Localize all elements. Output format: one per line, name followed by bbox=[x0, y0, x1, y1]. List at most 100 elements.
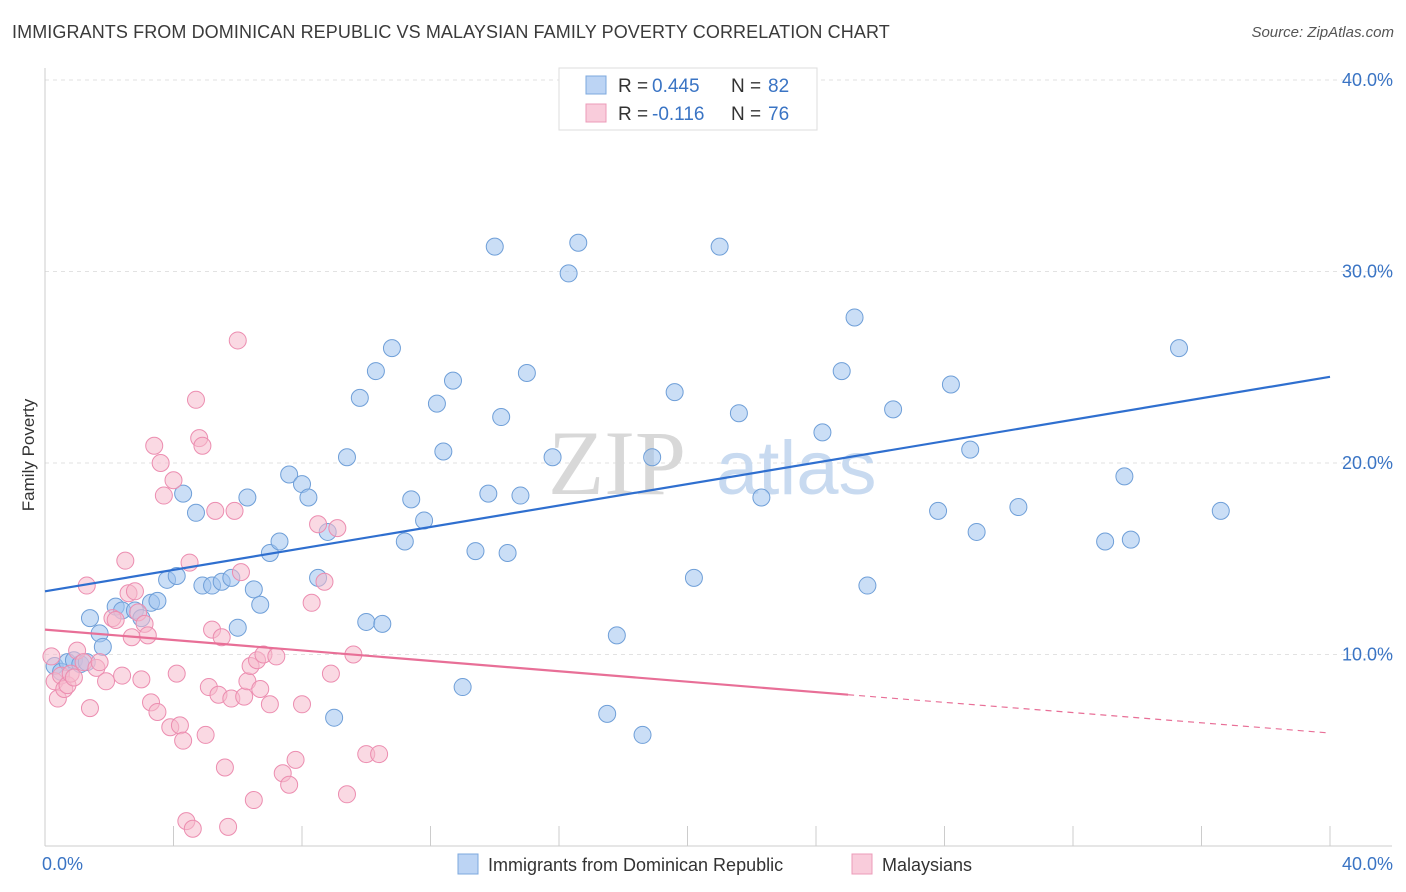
point-series1-62 bbox=[665, 383, 684, 402]
point-series1-6 bbox=[80, 609, 99, 628]
point-series1-56 bbox=[559, 264, 578, 283]
point-series1-37 bbox=[357, 612, 376, 631]
point-series1-44 bbox=[427, 394, 446, 413]
point-series1-41 bbox=[395, 532, 414, 551]
point-series2-42 bbox=[196, 725, 215, 744]
point-series1-38 bbox=[366, 362, 385, 381]
point-series2-53 bbox=[231, 563, 250, 582]
point-series1-79 bbox=[1121, 530, 1140, 549]
trend-line-extension-series2 bbox=[848, 694, 1331, 734]
point-series2-47 bbox=[212, 628, 231, 647]
x-tick-label-max: 40.0% bbox=[1342, 854, 1393, 874]
point-series1-65 bbox=[729, 404, 748, 423]
legend-swatch-blue bbox=[585, 75, 607, 95]
x-tick-labels: 0.0% 40.0% bbox=[42, 854, 1393, 874]
point-series1-61 bbox=[643, 448, 662, 467]
point-series1-49 bbox=[479, 484, 498, 503]
point-series1-8 bbox=[93, 637, 112, 656]
point-series1-42 bbox=[402, 490, 421, 509]
legend-r-value-1: 0.445 bbox=[652, 76, 700, 97]
point-series1-17 bbox=[174, 484, 193, 503]
point-series1-52 bbox=[498, 544, 517, 563]
point-series1-45 bbox=[434, 442, 453, 461]
point-series2-62 bbox=[267, 647, 286, 666]
point-series1-60 bbox=[633, 725, 652, 744]
point-series1-23 bbox=[228, 618, 247, 637]
point-series2-59 bbox=[251, 679, 270, 698]
watermark: ZIP atlas bbox=[548, 412, 877, 514]
point-series1-66 bbox=[752, 488, 771, 507]
point-series2-41 bbox=[193, 436, 212, 455]
point-series1-54 bbox=[517, 363, 536, 382]
point-series2-35 bbox=[174, 731, 193, 750]
y-tick-label-20: 20.0% bbox=[1342, 453, 1393, 473]
point-series1-67 bbox=[813, 423, 832, 442]
bottom-legend-label-2: Malaysians bbox=[882, 855, 972, 875]
point-series1-59 bbox=[607, 626, 626, 645]
point-series1-55 bbox=[543, 448, 562, 467]
point-series2-49 bbox=[219, 817, 238, 836]
point-series1-47 bbox=[453, 678, 472, 697]
source-label: Source: ZipAtlas.com bbox=[1251, 24, 1394, 41]
point-series1-68 bbox=[832, 362, 851, 381]
point-series1-53 bbox=[511, 486, 530, 505]
point-series2-34 bbox=[170, 716, 189, 735]
point-series2-57 bbox=[244, 791, 263, 810]
point-series1-73 bbox=[941, 375, 960, 394]
point-series2-38 bbox=[183, 819, 202, 838]
y-axis-label: Family Poverty bbox=[19, 398, 38, 511]
point-series1-24 bbox=[238, 488, 257, 507]
point-series2-14 bbox=[97, 672, 116, 691]
legend-r-label-1: R = bbox=[618, 76, 648, 97]
point-series1-28 bbox=[270, 532, 289, 551]
point-series1-48 bbox=[466, 542, 485, 561]
legend-n-label-2: N = bbox=[731, 104, 761, 125]
trend-lines bbox=[44, 375, 1331, 734]
point-series2-71 bbox=[328, 519, 347, 538]
point-series2-17 bbox=[113, 666, 132, 685]
point-series1-26 bbox=[251, 595, 270, 614]
point-series2-33 bbox=[167, 664, 186, 683]
point-series1-75 bbox=[967, 522, 986, 541]
point-series2-25 bbox=[138, 626, 157, 645]
point-series2-13 bbox=[90, 653, 109, 672]
y-tick-labels: 10.0% 20.0% 30.0% 40.0% bbox=[1342, 70, 1393, 665]
point-series2-65 bbox=[286, 750, 305, 769]
legend-n-label-1: N = bbox=[731, 76, 761, 97]
point-series1-71 bbox=[884, 400, 903, 419]
point-series1-70 bbox=[858, 576, 877, 595]
trend-line-series1 bbox=[44, 375, 1331, 593]
point-series1-25 bbox=[244, 580, 263, 599]
point-series1-18 bbox=[186, 503, 205, 522]
point-series1-63 bbox=[684, 568, 703, 587]
point-series2-23 bbox=[132, 670, 151, 689]
y-tick-label-30: 30.0% bbox=[1342, 262, 1393, 282]
point-series1-35 bbox=[337, 448, 356, 467]
point-series2-67 bbox=[302, 593, 321, 612]
x-tick-label-min: 0.0% bbox=[42, 854, 83, 874]
point-series2-30 bbox=[154, 486, 173, 505]
point-series1-64 bbox=[710, 237, 729, 256]
point-series2-70 bbox=[321, 664, 340, 683]
point-series1-50 bbox=[485, 237, 504, 256]
point-series2-28 bbox=[148, 702, 167, 721]
point-series1-80 bbox=[1170, 339, 1189, 358]
point-series2-29 bbox=[151, 454, 170, 472]
chart-title: IMMIGRANTS FROM DOMINICAN REPUBLIC VS MA… bbox=[12, 22, 890, 42]
trend-line-series2 bbox=[44, 628, 849, 696]
point-series1-31 bbox=[299, 488, 318, 507]
point-series2-51 bbox=[225, 501, 244, 520]
point-series1-46 bbox=[443, 371, 462, 390]
point-series1-40 bbox=[382, 339, 401, 358]
point-series1-76 bbox=[1009, 498, 1028, 517]
point-series1-57 bbox=[569, 233, 588, 252]
legend-n-value-1: 82 bbox=[768, 76, 789, 97]
point-series1-39 bbox=[373, 614, 392, 633]
point-series1-78 bbox=[1115, 467, 1134, 486]
axes bbox=[44, 68, 1392, 847]
legend: R = 0.445 N = 82 R = -0.116 N = 76 bbox=[558, 67, 818, 131]
point-series2-21 bbox=[125, 582, 144, 601]
point-series2-72 bbox=[337, 785, 356, 804]
point-series1-81 bbox=[1211, 501, 1230, 520]
data-points bbox=[42, 233, 1230, 838]
